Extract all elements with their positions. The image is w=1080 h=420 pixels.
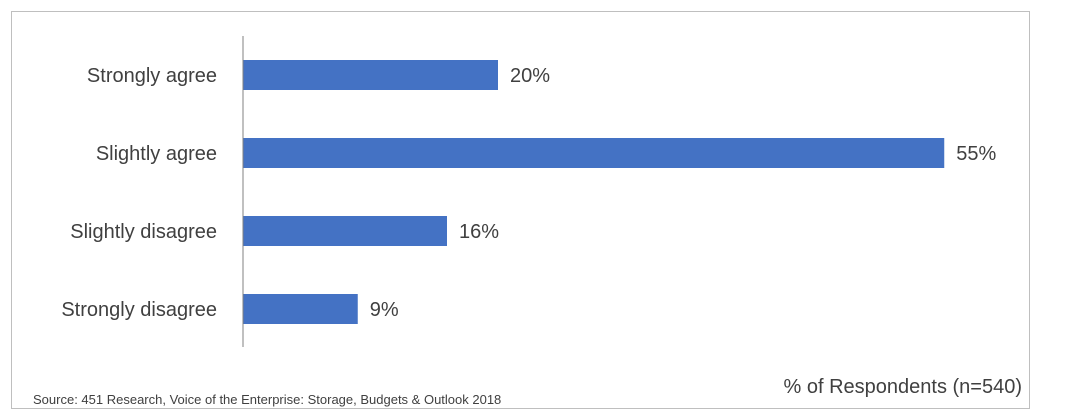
bar-slightly-agree (243, 138, 945, 168)
bar-strongly-agree (243, 60, 498, 90)
category-label: Strongly agree (87, 65, 217, 87)
x-axis-title: % of Respondents (n=540) (784, 376, 1023, 398)
bars-layer: Strongly agree 20% Slightly agree 55% Slight… (61, 60, 996, 324)
data-label: 55% (956, 143, 996, 165)
bar-strongly-disagree (243, 294, 358, 324)
bar-slightly-disagree (243, 216, 447, 246)
source-note: Source: 451 Research, Voice of the Enter… (33, 392, 501, 407)
chart-frame (11, 11, 1030, 409)
data-label: 9% (370, 299, 399, 321)
data-label: 16% (459, 221, 499, 243)
category-label: Slightly agree (96, 143, 217, 165)
data-label: 20% (510, 65, 550, 87)
category-label: Slightly disagree (70, 221, 217, 243)
category-label: Strongly disagree (61, 299, 217, 321)
